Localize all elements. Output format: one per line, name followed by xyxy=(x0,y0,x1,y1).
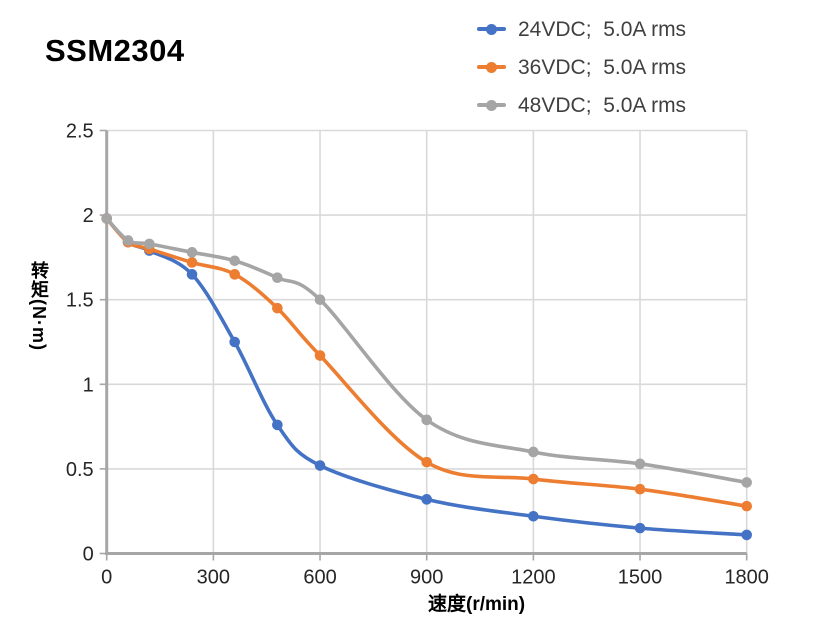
series-point-2 xyxy=(229,255,240,267)
series-point-2 xyxy=(421,414,433,426)
series-point-2 xyxy=(314,294,326,306)
series-point-1 xyxy=(229,269,240,280)
series-point-1 xyxy=(186,257,198,268)
legend-item-36vdc: 36VDC; 5.0A rms xyxy=(477,48,686,86)
x-tick-label: 0 xyxy=(101,567,112,589)
legend-label-48vdc: 48VDC; 5.0A rms xyxy=(518,93,687,117)
y-tick-label: 1.5 xyxy=(66,290,94,312)
y-axis-title: 转矩(N·m) xyxy=(29,261,49,351)
series-point-0 xyxy=(186,269,198,280)
legend-label-24vdc: 24VDC; 5.0A rms xyxy=(518,17,687,41)
series-point-0 xyxy=(421,494,433,505)
series-point-2 xyxy=(528,446,539,458)
series-point-1 xyxy=(741,500,752,512)
y-tick-label: 0.5 xyxy=(66,459,94,481)
series-point-2 xyxy=(144,238,155,250)
series-point-1 xyxy=(634,483,646,495)
legend-line-marker-icon xyxy=(477,61,506,73)
series-point-0 xyxy=(314,460,326,471)
series-point-1 xyxy=(272,302,283,314)
series-point-0 xyxy=(634,522,646,534)
series-point-2 xyxy=(122,235,134,246)
series-point-0 xyxy=(528,510,539,522)
legend-item-24vdc: 24VDC; 5.0A rms xyxy=(477,10,686,48)
legend-line-marker-icon xyxy=(477,23,506,35)
x-tick-label: 1200 xyxy=(511,567,556,589)
x-tick-label: 1800 xyxy=(724,567,769,589)
series-point-2 xyxy=(634,458,646,470)
chart-title: SSM2304 xyxy=(45,33,185,68)
series-point-1 xyxy=(314,350,326,361)
legend-label-36vdc: 36VDC; 5.0A rms xyxy=(518,55,687,79)
legend-line-marker-icon xyxy=(477,99,506,111)
series-point-1 xyxy=(528,473,539,485)
series-point-2 xyxy=(741,477,752,488)
series-point-1 xyxy=(421,456,433,468)
y-tick-label: 0 xyxy=(83,544,94,566)
series-point-0 xyxy=(741,529,752,541)
series-point-2 xyxy=(186,247,198,258)
series-point-2 xyxy=(101,213,112,224)
y-tick-label: 2.5 xyxy=(66,121,94,143)
x-tick-label: 300 xyxy=(197,567,230,589)
x-axis-title: 速度(r/min) xyxy=(428,594,526,615)
y-tick-label: 2 xyxy=(83,205,94,227)
series-point-2 xyxy=(272,272,283,284)
y-tick-label: 1 xyxy=(83,374,94,396)
x-tick-label: 900 xyxy=(410,567,443,589)
legend-item-48vdc: 48VDC; 5.0A rms xyxy=(477,86,686,124)
series-point-0 xyxy=(229,336,240,348)
series-point-0 xyxy=(272,419,283,431)
legend: 24VDC; 5.0A rms 36VDC; 5.0A rms 48VDC; 5… xyxy=(477,10,686,124)
x-tick-label: 1500 xyxy=(618,567,663,589)
x-tick-label: 600 xyxy=(303,567,336,589)
